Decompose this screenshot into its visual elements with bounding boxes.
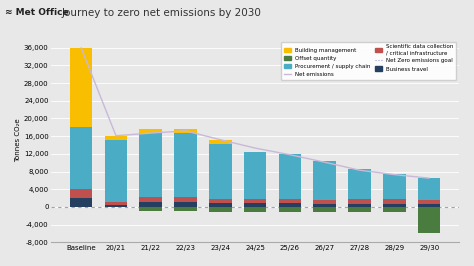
Bar: [348, 169, 371, 199]
Bar: [279, 203, 301, 207]
Bar: [105, 202, 127, 205]
Bar: [209, 207, 232, 212]
Bar: [139, 133, 162, 197]
Legend: Building management, Offset quantity, Procurement / supply chain, Net emissions,: Building management, Offset quantity, Pr…: [281, 42, 456, 80]
Bar: [174, 197, 197, 202]
Y-axis label: Tonnes CO₂e: Tonnes CO₂e: [15, 119, 21, 163]
Bar: [139, 202, 162, 207]
Text: Journey to zero net emissions by 2030: Journey to zero net emissions by 2030: [62, 8, 262, 18]
Bar: [279, 199, 301, 203]
Bar: [383, 204, 406, 207]
Bar: [244, 199, 266, 203]
Bar: [209, 140, 232, 144]
Bar: [209, 144, 232, 199]
Bar: [70, 48, 92, 127]
Bar: [418, 200, 440, 204]
Bar: [139, 207, 162, 211]
Bar: [383, 199, 406, 204]
Bar: [139, 197, 162, 202]
Bar: [313, 161, 336, 200]
Bar: [174, 133, 197, 197]
Bar: [70, 127, 92, 189]
Bar: [313, 207, 336, 212]
Bar: [418, 207, 440, 233]
Bar: [348, 199, 371, 204]
Bar: [174, 202, 197, 207]
Bar: [105, 205, 127, 207]
Bar: [313, 200, 336, 204]
Bar: [70, 189, 92, 198]
Bar: [105, 140, 127, 202]
Bar: [348, 207, 371, 212]
Bar: [244, 203, 266, 207]
Bar: [418, 204, 440, 207]
Bar: [70, 198, 92, 207]
Bar: [244, 207, 266, 212]
Bar: [348, 204, 371, 207]
Bar: [209, 199, 232, 203]
Bar: [279, 207, 301, 212]
Bar: [139, 129, 162, 133]
Text: ≈ Met Office: ≈ Met Office: [5, 8, 68, 17]
Bar: [383, 207, 406, 212]
Bar: [383, 174, 406, 199]
Bar: [174, 207, 197, 211]
Bar: [279, 154, 301, 199]
Bar: [174, 129, 197, 133]
Bar: [209, 203, 232, 207]
Bar: [313, 204, 336, 207]
Bar: [418, 178, 440, 200]
Bar: [105, 136, 127, 140]
Bar: [244, 152, 266, 199]
